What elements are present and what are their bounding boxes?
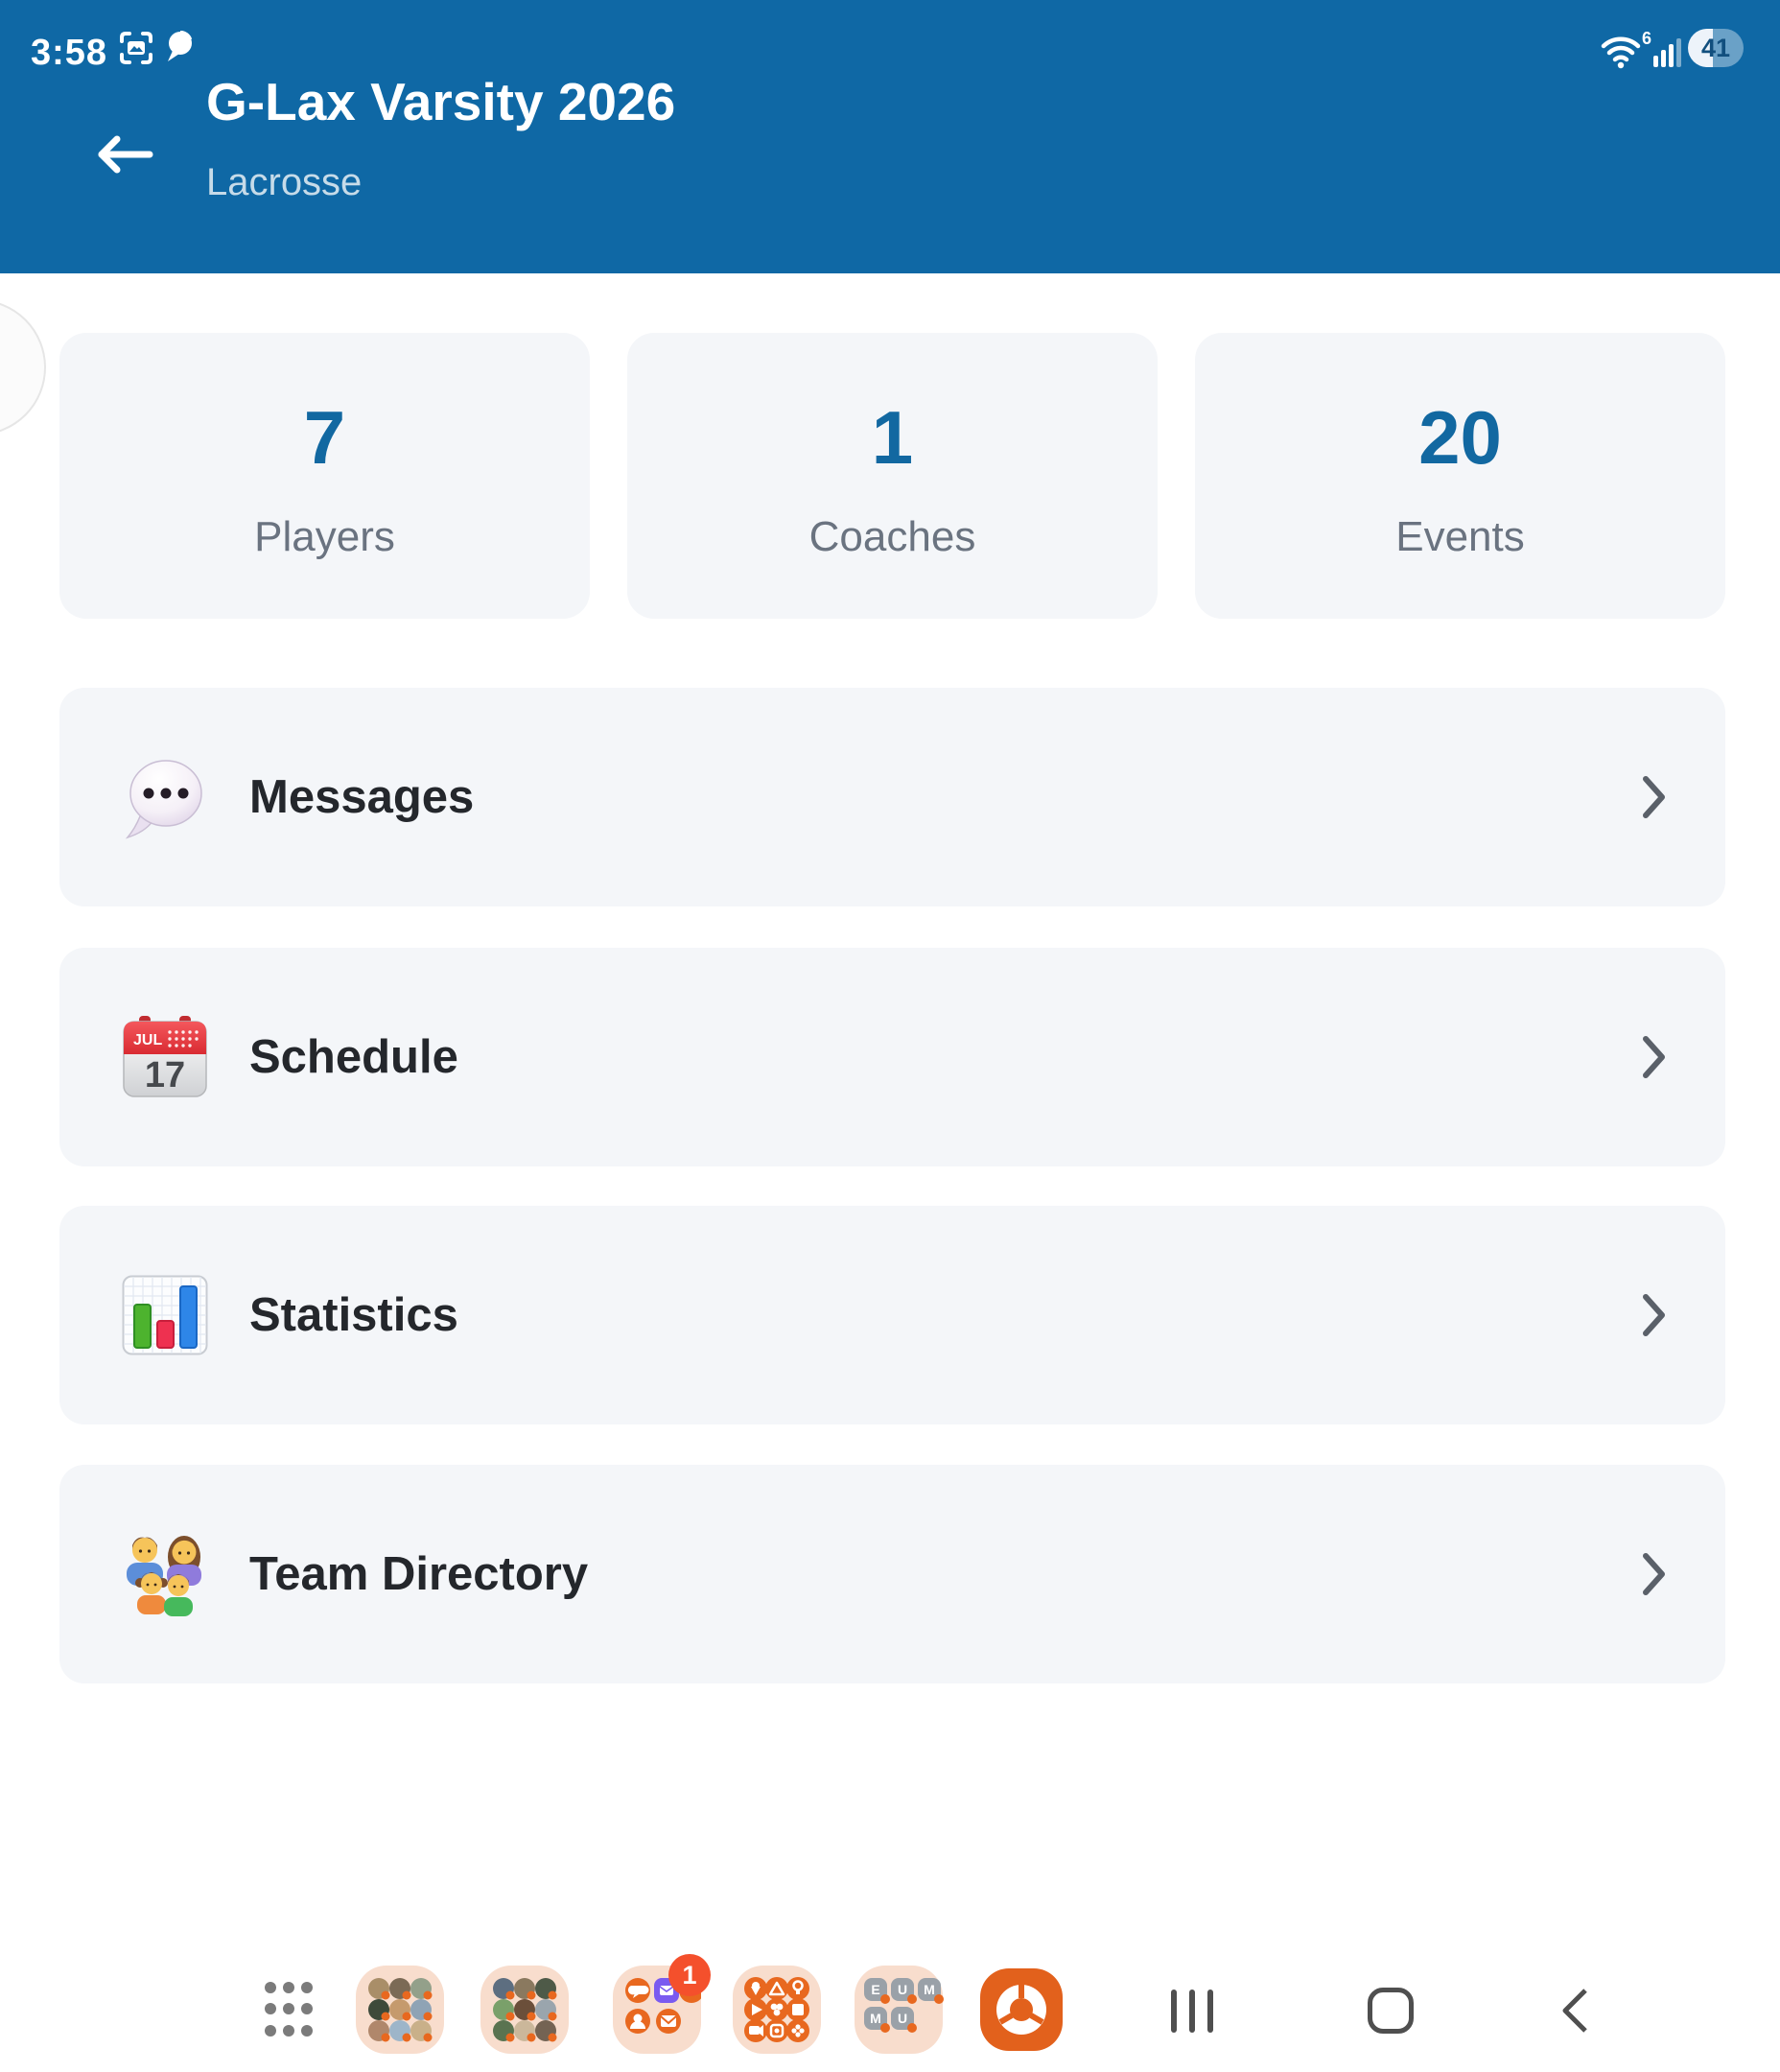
notification-badge: 1	[668, 1954, 711, 1996]
nav-back-button[interactable]	[1561, 1988, 1588, 2034]
chevron-right-icon	[1643, 1206, 1666, 1424]
speech-balloon-icon	[119, 688, 211, 906]
page-subtitle: Lacrosse	[206, 161, 363, 203]
menu-row-messages[interactable]: Messages	[59, 688, 1725, 906]
battery-percent: 41	[1700, 33, 1731, 62]
coaches-count: 1	[871, 395, 914, 480]
chrome-app-icon[interactable]	[980, 1968, 1063, 2051]
players-label: Players	[254, 513, 395, 560]
battery-indicator: 41	[1688, 29, 1744, 67]
wifi-standard-label: 6	[1641, 29, 1651, 48]
menu-label-messages: Messages	[249, 771, 475, 823]
folder-thumbnails	[625, 1978, 704, 2034]
events-count: 20	[1418, 395, 1502, 480]
taskbar-folder-contacts-2[interactable]	[480, 1966, 569, 2054]
wifi-icon: 6	[1600, 29, 1651, 69]
page-title: G-Lax Varsity 2026	[206, 72, 676, 131]
menu-row-statistics[interactable]: Statistics	[59, 1206, 1725, 1424]
app-tile: M	[918, 1978, 944, 2004]
taskbar-folder-apps[interactable]	[733, 1966, 821, 2054]
stat-card-events: 20 Events	[1195, 333, 1725, 619]
app-tile: E	[864, 1978, 890, 2004]
bar-chart-icon	[119, 1206, 211, 1424]
app-header: 3:58 6 41 G-Lax Varsity	[0, 0, 1780, 273]
chevron-right-icon	[1643, 1465, 1666, 1684]
calendar-day: 17	[145, 1055, 185, 1095]
app-tile: U	[891, 1978, 917, 2004]
chevron-right-icon	[1643, 948, 1666, 1166]
stat-card-coaches: 1 Coaches	[627, 333, 1158, 619]
players-count: 7	[303, 395, 346, 480]
edge-panel-handle[interactable]	[0, 299, 46, 436]
battery-fill	[1688, 29, 1714, 67]
signal-icon	[1653, 38, 1681, 67]
taskbar-folder-messaging[interactable]: 1	[613, 1954, 711, 2054]
family-icon	[119, 1465, 211, 1684]
chevron-right-icon	[1643, 688, 1666, 906]
chat-notification-icon	[168, 31, 193, 61]
menu-label-statistics: Statistics	[249, 1289, 458, 1341]
menu-label-team-directory: Team Directory	[249, 1548, 589, 1600]
nav-home-button[interactable]	[1368, 1988, 1414, 2034]
calendar-month: JUL	[133, 1032, 162, 1048]
coaches-label: Coaches	[808, 513, 976, 560]
menu-label-schedule: Schedule	[249, 1031, 458, 1083]
events-label: Events	[1395, 513, 1525, 560]
taskbar-folder-contacts-1[interactable]	[356, 1966, 444, 2054]
folder-thumbnails	[493, 1978, 557, 2042]
badge-dot	[907, 2023, 917, 2033]
folder-thumbnails	[368, 1978, 433, 2042]
battery-empty	[1713, 29, 1744, 67]
badge-dot	[880, 1994, 890, 2004]
stat-card-players: 7 Players	[59, 333, 590, 619]
back-arrow-button[interactable]	[94, 132, 155, 177]
app-tile: M	[864, 2007, 890, 2033]
calendar-icon: JUL 17	[119, 948, 211, 1166]
folder-thumbnails	[744, 1977, 809, 2042]
app-drawer-button[interactable]	[265, 1982, 316, 2039]
menu-row-schedule[interactable]: JUL 17 Schedule	[59, 948, 1725, 1166]
menu-row-team-directory[interactable]: Team Directory	[59, 1465, 1725, 1684]
app-tile: U	[891, 2007, 917, 2033]
badge-dot	[880, 2023, 890, 2033]
screenshot-icon	[120, 32, 152, 64]
badge-dot	[934, 1994, 944, 2004]
taskbar-folder-accounts[interactable]: E U M M U	[855, 1966, 944, 2054]
status-time: 3:58	[31, 33, 108, 73]
nav-recents-button[interactable]	[1171, 1990, 1213, 2033]
badge-dot	[907, 1994, 917, 2004]
